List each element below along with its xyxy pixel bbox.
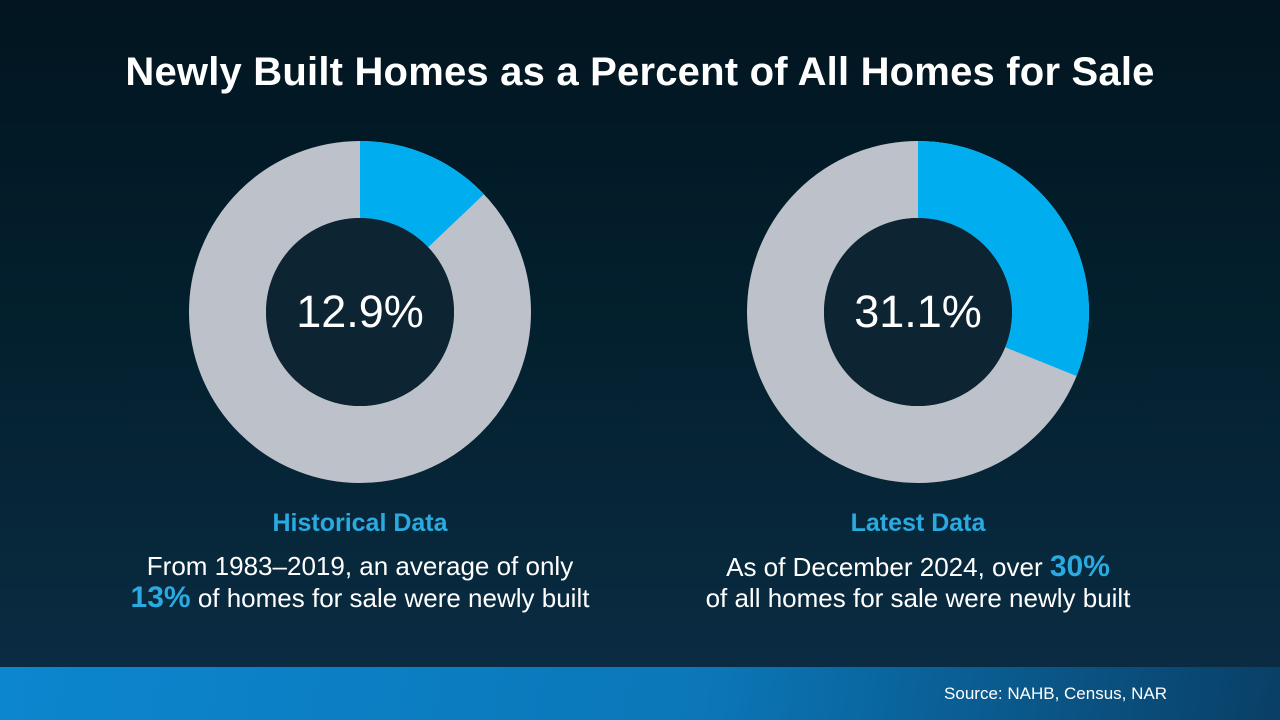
caption-text: As of December 2024, over — [726, 552, 1050, 582]
donut-slice-newly-built — [747, 141, 1089, 483]
caption-line: of all homes for sale were newly built — [658, 583, 1178, 614]
source-text: Source: NAHB, Census, NAR — [944, 683, 1167, 703]
panel-caption: As of December 2024, over 30% of all home… — [658, 551, 1178, 614]
latest-data-panel: 31.1% Latest Data As of December 2024, o… — [658, 141, 1178, 614]
slide-title: Newly Built Homes as a Percent of All Ho… — [125, 50, 1155, 94]
caption-line: From 1983–2019, an average of only — [100, 551, 620, 582]
donut-svg — [747, 141, 1089, 483]
donut-slice-newly-built — [189, 141, 531, 483]
donut-hole — [266, 218, 454, 406]
donut-center-value: 12.9% — [296, 286, 424, 337]
historical-data-panel: 12.9% Historical Data From 1983–2019, an… — [100, 141, 620, 614]
caption-highlight: 30% — [1049, 550, 1110, 583]
caption-line: As of December 2024, over 30% — [658, 551, 1178, 583]
panel-heading: Historical Data — [272, 509, 448, 537]
donut-svg — [189, 141, 531, 483]
donut-chart-latest: 31.1% — [747, 141, 1089, 483]
donut-center-value: 31.1% — [854, 286, 982, 337]
caption-line: 13% of homes for sale were newly built — [100, 582, 620, 614]
caption-text: of all homes for sale were newly built — [705, 583, 1131, 613]
donut-chart-historical: 12.9% — [189, 141, 531, 483]
caption-text: of homes for sale were newly built — [190, 583, 590, 613]
footer-bar: Source: NAHB, Census, NAR — [0, 667, 1280, 720]
caption-highlight: 13% — [130, 581, 191, 614]
panel-heading: Latest Data — [850, 509, 986, 537]
caption-text: From 1983–2019, an average of only — [146, 551, 574, 581]
donut-hole — [824, 218, 1012, 406]
panel-caption: From 1983–2019, an average of only 13% of… — [100, 551, 620, 614]
